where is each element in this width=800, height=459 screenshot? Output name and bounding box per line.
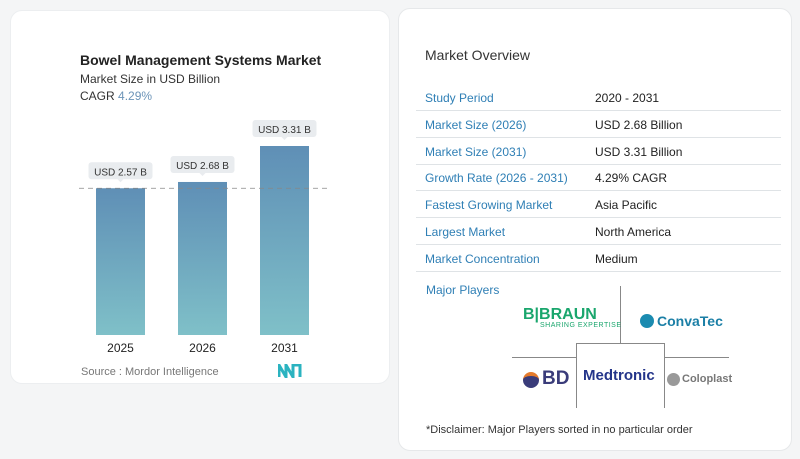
row-label: Study Period (425, 91, 494, 105)
divider (620, 286, 621, 343)
data-label-pointer (117, 179, 124, 183)
overview-row: Market Concentration Medium (416, 245, 781, 272)
row-value: 2020 - 2031 (595, 91, 660, 105)
overview-row: Growth Rate (2026 - 2031) 4.29% CAGR (416, 164, 781, 192)
x-tick-label: 2026 (189, 341, 216, 355)
cagr: CAGR 4.29% (80, 89, 152, 103)
bbraun-tagline: SHARING EXPERTISE (540, 322, 622, 329)
bar-chart: USD 2.57 B 2025 USD 2.68 B 2026 USD 3.31 B 20… (79, 120, 327, 355)
mordor-logo-icon (278, 364, 302, 378)
x-tick-label: 2025 (107, 341, 134, 355)
data-label: USD 2.68 B (176, 161, 229, 172)
overview-title: Market Overview (425, 47, 531, 63)
cagr-label: CAGR (80, 89, 115, 103)
chart-subtitle: Market Size in USD Billion (80, 72, 221, 86)
coloplast-logo: Coloplast (682, 373, 733, 385)
data-label: USD 3.31 B (258, 125, 311, 136)
row-label: Market Concentration (425, 251, 540, 266)
medtronic-logo: Medtronic (583, 367, 655, 384)
major-players-title: Major Players (426, 283, 500, 297)
row-label: Fastest Growing Market (425, 198, 553, 213)
data-label-bg (88, 162, 153, 180)
data-label-bg (252, 120, 317, 137)
overview-row: Fastest Growing Market Asia Pacific (416, 191, 781, 219)
row-value: USD 2.68 Billion (595, 117, 683, 132)
overview-row: Market Size (2031) USD 3.31 Billion (416, 138, 781, 165)
disclaimer: *Disclaimer: Major Players sorted in no … (426, 424, 693, 436)
center-box (576, 343, 665, 408)
row-value: Asia Pacific (595, 198, 658, 213)
overview-row: Largest Market North America (416, 218, 781, 245)
row-value: 4.29% CAGR (595, 171, 668, 186)
row-label: Market Size (2026) (425, 117, 527, 132)
cagr-value: 4.29% (118, 89, 153, 103)
overview-card (398, 8, 792, 451)
row-value: Medium (595, 251, 638, 266)
overview-row: Market Size (2026) USD 2.68 Billion (416, 111, 781, 138)
divider (664, 357, 729, 358)
divider (512, 357, 576, 358)
row-label: Growth Rate (2026 - 2031) (425, 171, 568, 186)
coloplast-icon (667, 373, 680, 386)
bar-2025 (96, 188, 145, 335)
convatec-logo: ConvaTec (657, 313, 723, 329)
data-label-pointer (199, 172, 206, 176)
overview-row: Study Period 2020 - 2031 (416, 84, 781, 111)
row-label: Largest Market (425, 225, 506, 239)
bar-2031 (260, 146, 309, 335)
bd-icon (523, 372, 539, 388)
row-value: North America (595, 225, 672, 239)
bar-2026 (178, 181, 227, 335)
chart-title: Bowel Management Systems Market (80, 52, 322, 68)
row-value: USD 3.31 Billion (595, 144, 683, 159)
x-tick-label: 2031 (271, 341, 298, 355)
row-label: Market Size (2031) (425, 144, 527, 159)
source-text: Source : Mordor Intelligence (81, 366, 219, 378)
bd-logo: BD (542, 368, 570, 389)
data-label-pointer (281, 137, 288, 140)
data-label-bg (170, 155, 235, 173)
data-label: USD 2.57 B (94, 167, 147, 178)
convatec-icon (640, 314, 654, 328)
bbraun-logo: B|BRAUN (523, 306, 597, 323)
